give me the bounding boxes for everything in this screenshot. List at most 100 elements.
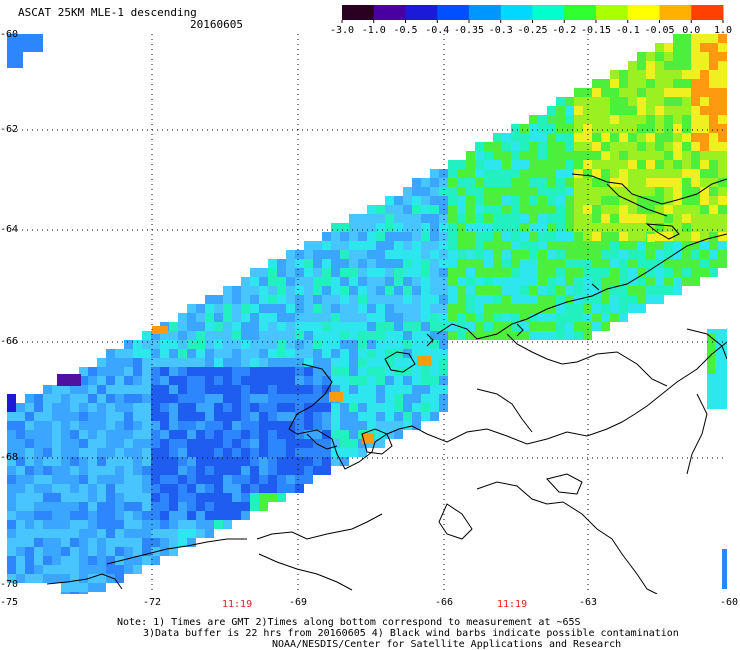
data-cell [664,97,673,106]
data-cell [331,286,340,295]
data-cell [385,403,394,412]
data-cell [160,331,169,340]
data-cell [619,79,628,88]
data-cell [349,448,358,457]
data-cell [646,250,655,259]
data-cell [88,565,97,574]
data-cell [259,277,268,286]
data-cell [718,79,727,88]
data-cell [619,277,628,286]
data-cell [673,232,682,241]
data-cell [340,349,349,358]
data-cell [196,322,205,331]
data-cell [691,214,700,223]
data-cell [601,241,610,250]
data-cell [376,286,385,295]
data-cell [61,412,70,421]
data-cell [592,169,601,178]
data-cell [583,241,592,250]
data-cell [385,286,394,295]
data-cell [205,304,214,313]
data-cell [493,232,502,241]
data-cell [232,421,241,430]
data-cell [142,556,151,565]
data-cell [187,493,196,502]
data-cell [367,250,376,259]
data-cell [538,205,547,214]
data-cell [160,484,169,493]
data-cell [502,241,511,250]
data-cell [484,214,493,223]
data-cell [376,394,385,403]
data-cell [691,79,700,88]
colorbar-label: -0.15 [581,25,611,36]
data-cell [646,241,655,250]
data-cell [115,475,124,484]
data-cell [313,430,322,439]
data-cell [349,313,358,322]
data-cell [682,187,691,196]
data-cell [268,412,277,421]
data-cell [115,349,124,358]
data-cell [412,214,421,223]
data-cell [142,466,151,475]
data-cell [664,205,673,214]
data-cell [124,349,133,358]
time-label-1: 11:19 [222,599,253,610]
data-cell [376,376,385,385]
data-cell [385,259,394,268]
data-cell [52,484,61,493]
data-cell [718,241,727,250]
data-cell [520,178,529,187]
data-cell [511,133,520,142]
data-cell [286,250,295,259]
data-cell [277,367,286,376]
data-cell [259,340,268,349]
data-cell [493,196,502,205]
data-cell [385,430,394,439]
data-cell [619,142,628,151]
data-cell [394,304,403,313]
data-cell [349,241,358,250]
data-cell [25,439,34,448]
data-cell [637,52,646,61]
data-cell [142,331,151,340]
data-cell [628,160,637,169]
data-cell [241,295,250,304]
data-cell [610,223,619,232]
data-cell [124,385,133,394]
data-cell [709,169,718,178]
data-cell [358,232,367,241]
data-cell [304,286,313,295]
data-cell [187,313,196,322]
data-cell [718,97,727,106]
data-cell [718,259,727,268]
data-cell [169,331,178,340]
data-cell [655,268,664,277]
data-cell [97,556,106,565]
data-cell [295,349,304,358]
data-cell [115,520,124,529]
data-cell [673,133,682,142]
data-cell [646,97,655,106]
data-cell [421,250,430,259]
data-cell [187,466,196,475]
data-cell [124,556,133,565]
data-cell [691,277,700,286]
data-cell [565,97,574,106]
data-cell [295,439,304,448]
data-cell [124,547,133,556]
data-cell [502,277,511,286]
data-cell [43,493,52,502]
data-cell [331,223,340,232]
data-cell [709,115,718,124]
data-cell [322,313,331,322]
data-cell [196,313,205,322]
data-cell [682,52,691,61]
data-cell [502,169,511,178]
data-cell [628,196,637,205]
data-cell [223,385,232,394]
data-cell [583,151,592,160]
data-cell [592,295,601,304]
data-cell [196,421,205,430]
